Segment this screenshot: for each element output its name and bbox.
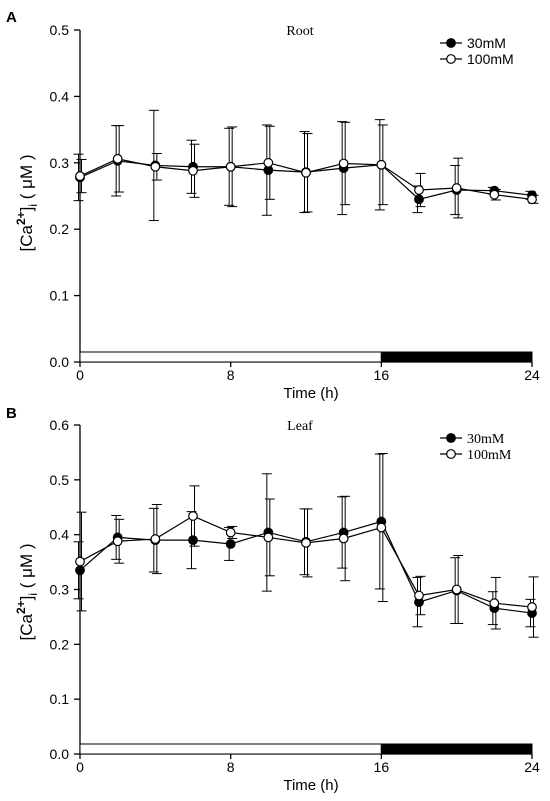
data-point xyxy=(112,536,123,547)
data-point xyxy=(301,167,311,178)
data-point xyxy=(225,527,236,538)
series-30mm xyxy=(73,109,537,222)
data-point xyxy=(376,522,387,533)
y-label-main: [Ca xyxy=(17,225,36,252)
y-tick-label: 0.2 xyxy=(50,636,70,652)
data-point xyxy=(376,159,387,170)
x-axis-label: Time (h) xyxy=(283,777,338,794)
data-point xyxy=(75,171,85,181)
data-point xyxy=(414,194,424,205)
data-point xyxy=(414,185,424,195)
x-tick-label: 8 xyxy=(227,759,235,775)
y-tick-label: 0.6 xyxy=(50,417,70,433)
data-point xyxy=(112,153,123,164)
data-point xyxy=(527,194,537,205)
dark-period-bar xyxy=(380,743,533,755)
data-point xyxy=(489,189,500,200)
series-line xyxy=(79,520,533,614)
data-point xyxy=(338,533,349,544)
legend-label: 100mM xyxy=(467,51,514,67)
x-tick-label: 16 xyxy=(374,759,390,775)
y-label-bracket: ] xyxy=(17,596,36,601)
series-line xyxy=(79,158,533,200)
x-tick-label: 24 xyxy=(524,367,540,383)
y-label-unit: ( μM ) xyxy=(17,543,36,592)
chart-panel-a: A Root 0.0 0.1 0.2 0.3 0.4 0.5 0 8 16 24 Time (h) [Ca… xyxy=(6,9,540,402)
y-label-main: [Ca xyxy=(17,614,36,641)
y-label-bracket: ] xyxy=(17,207,36,212)
data-point xyxy=(263,157,274,168)
x-tick-label: 8 xyxy=(227,367,235,383)
x-tick-label: 0 xyxy=(76,759,84,775)
y-tick-label: 0.1 xyxy=(50,691,70,707)
y-label-subscript: i xyxy=(26,593,40,596)
data-point xyxy=(150,161,161,172)
series-line xyxy=(79,515,533,608)
y-tick-label: 0.4 xyxy=(50,527,70,543)
dark-period-bar xyxy=(380,351,533,363)
legend-marker xyxy=(446,54,456,64)
data-point xyxy=(451,183,462,193)
legend-label: 30mM xyxy=(467,35,506,51)
y-tick-label: 0.5 xyxy=(50,472,70,488)
chart-title: Root xyxy=(286,24,313,39)
y-tick-label: 0.4 xyxy=(50,88,70,104)
y-label-subscript: i xyxy=(26,204,40,207)
legend-marker xyxy=(446,433,456,443)
data-point xyxy=(75,565,85,576)
data-point xyxy=(75,556,85,567)
data-point xyxy=(150,534,161,544)
data-point xyxy=(263,532,274,543)
y-tick-label: 0.3 xyxy=(50,155,70,171)
y-label-unit: ( μM ) xyxy=(17,154,36,203)
y-axis-label: [Ca2+]i ( μM ) xyxy=(14,543,40,640)
y-tick-label: 0.5 xyxy=(50,22,70,38)
data-point xyxy=(188,511,198,521)
y-tick-label: 0.0 xyxy=(50,354,70,370)
data-point xyxy=(338,158,349,169)
data-point xyxy=(188,535,198,546)
x-axis-label: Time (h) xyxy=(283,385,338,402)
data-point xyxy=(414,590,424,601)
x-tick-label: 24 xyxy=(524,759,540,775)
light-period-bar xyxy=(79,743,382,755)
data-point xyxy=(301,537,311,548)
y-tick-label: 0.3 xyxy=(50,582,70,598)
y-tick-label: 0.2 xyxy=(50,221,70,237)
legend-label: 30mM xyxy=(467,432,505,447)
y-tick-label: 0.1 xyxy=(50,288,70,304)
data-point xyxy=(225,161,236,172)
chart-title: Leaf xyxy=(287,419,313,434)
series-100mm xyxy=(75,121,539,219)
data-point xyxy=(489,598,500,609)
series-line xyxy=(79,160,533,200)
series-100mm xyxy=(75,453,539,638)
y-label-superscript: 2+ xyxy=(14,211,28,225)
legend-label: 100mM xyxy=(467,448,512,463)
data-point xyxy=(451,584,462,595)
light-period-bar xyxy=(79,351,382,363)
y-tick-label: 0.0 xyxy=(50,746,70,762)
data-point xyxy=(188,165,198,176)
x-tick-label: 0 xyxy=(76,367,84,383)
panel-letter: A xyxy=(6,9,17,26)
data-point xyxy=(527,602,537,612)
x-tick-label: 16 xyxy=(374,367,390,383)
y-label-superscript: 2+ xyxy=(14,600,28,614)
chart-panel-b: B Leaf 0.0 0.1 0.2 0.3 0.4 0.5 0.6 0 8 16 24 Time (h)… xyxy=(6,405,540,794)
legend-marker xyxy=(446,38,456,48)
legend-marker xyxy=(446,449,456,459)
panel-letter: B xyxy=(6,405,17,422)
data-point xyxy=(225,539,236,549)
y-axis-label: [Ca2+]i ( μM ) xyxy=(14,154,40,251)
